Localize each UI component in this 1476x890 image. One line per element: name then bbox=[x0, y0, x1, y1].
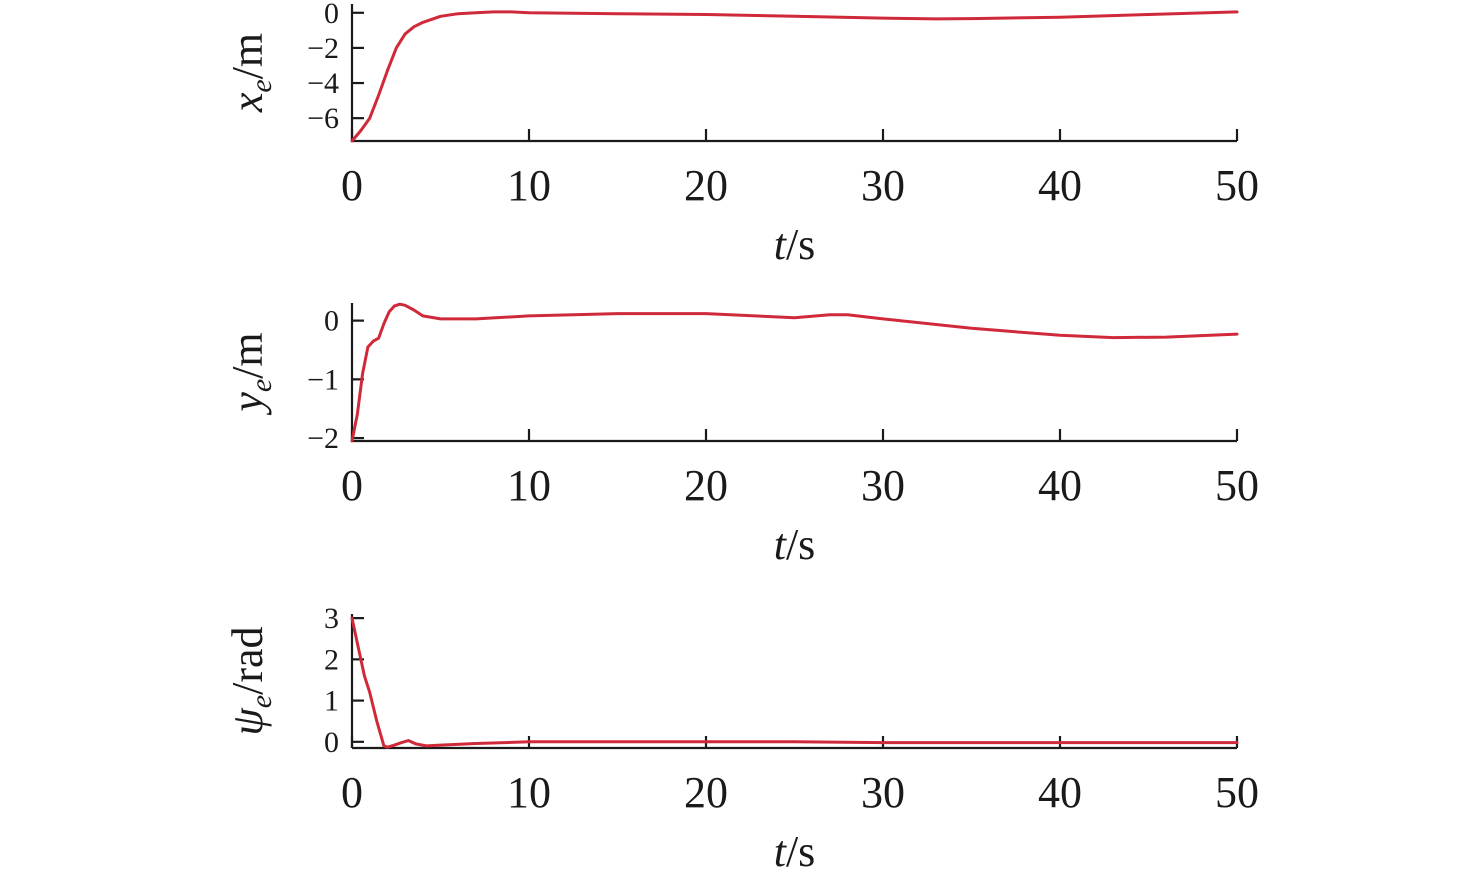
y-error-x-axis-unit: /s bbox=[786, 520, 815, 569]
y-error-y-axis-subscript: e bbox=[245, 379, 278, 392]
y-error-y-axis-title: ye/m bbox=[223, 332, 278, 415]
psi-error-y-tick-label: 0 bbox=[324, 726, 339, 759]
psi-error-y-tick-label: 1 bbox=[324, 685, 339, 718]
x-error-y-tick-label: −6 bbox=[307, 102, 339, 135]
psi-error-series-line bbox=[350, 616, 1239, 749]
psi-error-x-tick-label: 30 bbox=[861, 768, 905, 817]
psi-error-x-tick-label: 20 bbox=[684, 768, 728, 817]
y-error-y-tick-label: 0 bbox=[324, 305, 339, 338]
y-error-x-tick-label: 20 bbox=[684, 461, 728, 510]
psi-error-x-tick-label: 50 bbox=[1215, 768, 1259, 817]
y-error-chart: 0 10 20 30 40 50 0 −1 −2 t/s ye/m bbox=[223, 302, 1259, 569]
x-error-x-axis-title: t/s bbox=[774, 220, 816, 269]
y-error-y-tick-label: −2 bbox=[307, 422, 339, 455]
x-error-x-tick-label: 50 bbox=[1215, 161, 1259, 210]
psi-error-x-tick-label: 10 bbox=[507, 768, 551, 817]
psi-error-x-axis-var: t bbox=[774, 827, 788, 876]
psi-error-x-tick-label: 40 bbox=[1038, 768, 1082, 817]
psi-error-y-axis-var: ψ bbox=[223, 708, 272, 736]
y-error-series-line bbox=[350, 302, 1239, 443]
psi-error-y-axis-title: ψe/rad bbox=[223, 626, 278, 735]
y-error-x-tick-label: 0 bbox=[341, 461, 363, 510]
y-error-y-tick-label: −1 bbox=[307, 363, 339, 396]
y-error-x-tick-label: 10 bbox=[507, 461, 551, 510]
x-error-y-axis-title: xe/m bbox=[223, 33, 278, 113]
x-error-chart: 0 10 20 30 40 500−2−4−6t/sxe/m bbox=[223, 0, 1259, 269]
x-error-x-axis-var: t bbox=[774, 220, 788, 269]
x-error-y-tick-label: −4 bbox=[307, 67, 339, 100]
psi-error-y-axis-unit: /rad bbox=[223, 626, 272, 694]
x-error-y-tick-label: 0 bbox=[324, 0, 339, 30]
x-error-y-axis-subscript: e bbox=[245, 79, 278, 92]
x-error-x-axis-unit: /s bbox=[786, 220, 815, 269]
psi-error-x-tick-label: 0 bbox=[341, 768, 363, 817]
y-error-x-tick-label: 50 bbox=[1215, 461, 1259, 510]
y-error-y-axis-var: y bbox=[223, 392, 272, 416]
psi-error-x-axis-title: t/s bbox=[774, 827, 816, 876]
x-error-x-tick-label: 0 bbox=[341, 161, 363, 210]
x-error-x-tick-label: 40 bbox=[1038, 161, 1082, 210]
y-error-y-axis-unit: /m bbox=[223, 332, 272, 378]
y-error-x-axis-var: t bbox=[774, 520, 788, 569]
psi-error-y-tick-label: 3 bbox=[324, 602, 339, 635]
x-error-y-axis-var: x bbox=[223, 92, 272, 113]
y-error-x-tick-label: 40 bbox=[1038, 461, 1082, 510]
y-error-x-tick-label: 30 bbox=[861, 461, 905, 510]
psi-error-x-axis-unit: /s bbox=[786, 827, 815, 876]
x-error-x-tick-label: 20 bbox=[684, 161, 728, 210]
x-error-x-tick-label: 10 bbox=[507, 161, 551, 210]
x-error-y-tick-label: −2 bbox=[307, 32, 339, 65]
y-error-x-axis-title: t/s bbox=[774, 520, 816, 569]
psi-error-y-tick-label: 2 bbox=[324, 643, 339, 676]
x-error-x-tick-label: 30 bbox=[861, 161, 905, 210]
x-error-y-axis-unit: /m bbox=[223, 33, 272, 79]
psi-error-y-axis-subscript: e bbox=[245, 695, 278, 708]
x-error-series-line bbox=[350, 10, 1239, 143]
